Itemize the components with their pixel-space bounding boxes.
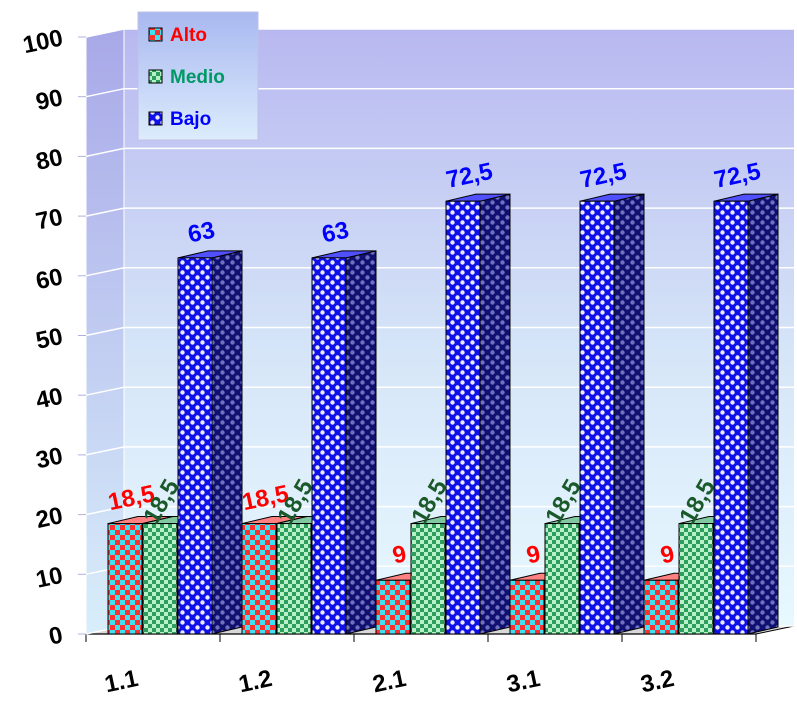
bar-front [107,523,143,635]
bar-front [643,579,679,635]
bar-front [445,200,481,635]
legend-item-medio: Medio [148,67,225,88]
bar-side [479,193,511,635]
legend-swatch [148,27,163,42]
y-tick-label: 70 [34,204,66,236]
gridline [85,207,794,217]
x-tick-label: 1.2 [236,665,274,698]
y-tick-label: 10 [34,562,66,594]
y-tick-label: 40 [34,383,66,415]
legend-label: Bajo [170,109,211,130]
bar-front [311,257,347,635]
y-tick-label: 100 [20,24,65,59]
bar-side [747,193,779,635]
y-tick-label: 20 [34,502,66,534]
data-label-alto: 9 [524,540,543,569]
data-label-alto: 9 [390,540,409,569]
x-axis-ticks: 1.1 1.2 2.1 3.1 3.2 [102,665,676,698]
x-tick-label: 3.1 [504,665,542,698]
bar-front [713,200,749,635]
gridline [85,386,794,396]
legend-item-alto: Alto [148,25,207,46]
bar-front [509,579,545,635]
x-tick-label: 2.1 [370,665,408,698]
gridline [85,505,794,516]
gridline [85,326,794,337]
bar-side [345,250,377,635]
legend-item-bajo: Bajo [148,109,211,130]
bar-front [241,523,277,635]
gridline [85,446,794,456]
gridline [85,147,794,158]
x-tick-label: 1.1 [102,665,140,698]
y-tick-label: 0 [47,621,66,650]
bar-front [276,523,312,635]
bar-front [375,579,411,635]
bar-side [211,250,243,635]
y-tick-label: 30 [34,442,66,474]
bar-front [177,257,213,635]
y-tick-label: 80 [34,144,66,176]
bar-front [410,523,446,635]
data-label-alto: 9 [658,540,677,569]
bar-front [544,523,580,635]
gridline [85,28,794,38]
y-axis-ticks: 0 10 20 30 40 50 60 70 80 90 100 [20,24,65,650]
bar-bajo-2.1 [445,193,511,635]
data-label-bajo: 63 [186,217,218,249]
gridline [85,267,794,277]
y-tick-label: 50 [34,323,66,355]
gridline [85,87,794,98]
legend: Alto Medio Bajo [137,11,259,141]
legend-swatch [148,111,163,126]
bars [107,193,779,635]
y-tick-label: 60 [34,263,66,295]
bar-bajo-1.1 [177,250,243,635]
legend-label: Alto [170,25,207,46]
y-tick-label: 90 [34,84,66,116]
legend-label: Medio [170,67,225,88]
legend-swatch [148,69,163,84]
data-label-bajo: 63 [320,217,352,249]
bar-side [613,193,645,635]
bar-front [579,200,615,635]
bar-front [142,523,178,635]
x-tick-label: 3.2 [638,665,676,698]
bar-front [678,523,714,635]
bar-bajo-3.1 [579,193,645,635]
bar-bajo-1.2 [311,250,377,635]
bar-bajo-3.2 [713,193,779,635]
